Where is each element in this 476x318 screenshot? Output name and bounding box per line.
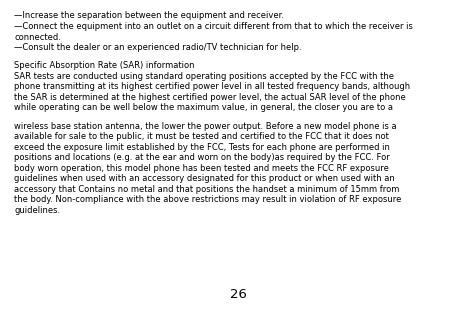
Text: positions and locations (e.g. at the ear and worn on the body)as required by the: positions and locations (e.g. at the ear… — [14, 153, 390, 162]
Text: while operating can be well below the maximum value, in general, the closer you : while operating can be well below the ma… — [14, 103, 393, 112]
Text: SAR tests are conducted using standard operating positions accepted by the FCC w: SAR tests are conducted using standard o… — [14, 72, 394, 80]
Text: —Connect the equipment into an outlet on a circuit different from that to which : —Connect the equipment into an outlet on… — [14, 22, 413, 31]
Text: phone transmitting at its highest certified power level in all tested frequency : phone transmitting at its highest certif… — [14, 82, 410, 91]
Text: —Increase the separation between the equipment and receiver.: —Increase the separation between the equ… — [14, 11, 284, 20]
Text: wireless base station antenna, the lower the power output. Before a new model ph: wireless base station antenna, the lower… — [14, 122, 397, 131]
Text: exceed the exposure limit established by the FCC, Tests for each phone are perfo: exceed the exposure limit established by… — [14, 143, 390, 152]
Text: connected.: connected. — [14, 33, 61, 42]
Text: the body. Non-compliance with the above restrictions may result in violation of : the body. Non-compliance with the above … — [14, 195, 402, 204]
Text: body worn operation, this model phone has been tested and meets the FCC RF expos: body worn operation, this model phone ha… — [14, 164, 389, 173]
Text: Specific Absorption Rate (SAR) information: Specific Absorption Rate (SAR) informati… — [14, 61, 195, 70]
Text: guidelines.: guidelines. — [14, 206, 60, 215]
Text: guidelines when used with an accessory designated for this product or when used : guidelines when used with an accessory d… — [14, 174, 395, 183]
Text: —Consult the dealer or an experienced radio/TV technician for help.: —Consult the dealer or an experienced ra… — [14, 43, 302, 52]
Text: available for sale to the public, it must be tested and certified to the FCC tha: available for sale to the public, it mus… — [14, 132, 389, 141]
Text: 26: 26 — [229, 287, 247, 301]
Text: accessory that Contains no metal and that positions the handset a minimum of 15m: accessory that Contains no metal and tha… — [14, 185, 400, 194]
Text: the SAR is determined at the highest certified power level, the actual SAR level: the SAR is determined at the highest cer… — [14, 93, 406, 101]
